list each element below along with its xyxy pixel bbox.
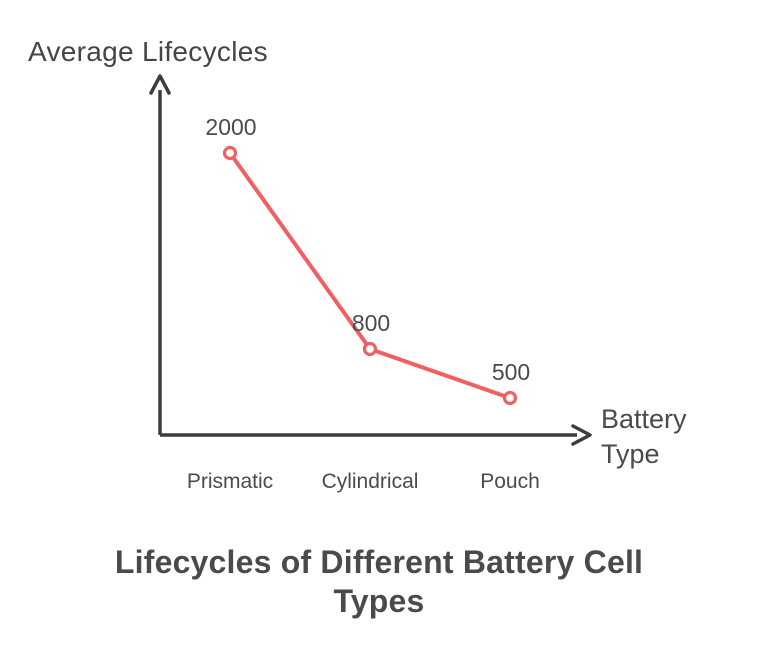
x-tick-label: Prismatic (187, 470, 273, 493)
data-point (222, 145, 238, 161)
x-tick-label: Cylindrical (322, 470, 419, 493)
x-tick-label: Pouch (480, 470, 540, 493)
point-value-label: 800 (352, 310, 390, 336)
chart-title: Lifecycles of Different Battery Cell Typ… (114, 544, 644, 620)
data-point (502, 390, 518, 406)
point-value-label: 2000 (205, 114, 256, 140)
y-axis-title: Average Lifecycles (28, 36, 268, 67)
data-line (228, 151, 512, 400)
x-axis-arrow-icon (571, 424, 592, 446)
data-point (362, 341, 378, 357)
x-axis-title: Battery Type (601, 404, 687, 469)
y-axis-arrow-icon (149, 74, 171, 95)
point-value-label: 500 (492, 359, 530, 385)
line-chart-plot: 2000 800 500 Prismatic Cylindrical Pouch (149, 74, 592, 493)
